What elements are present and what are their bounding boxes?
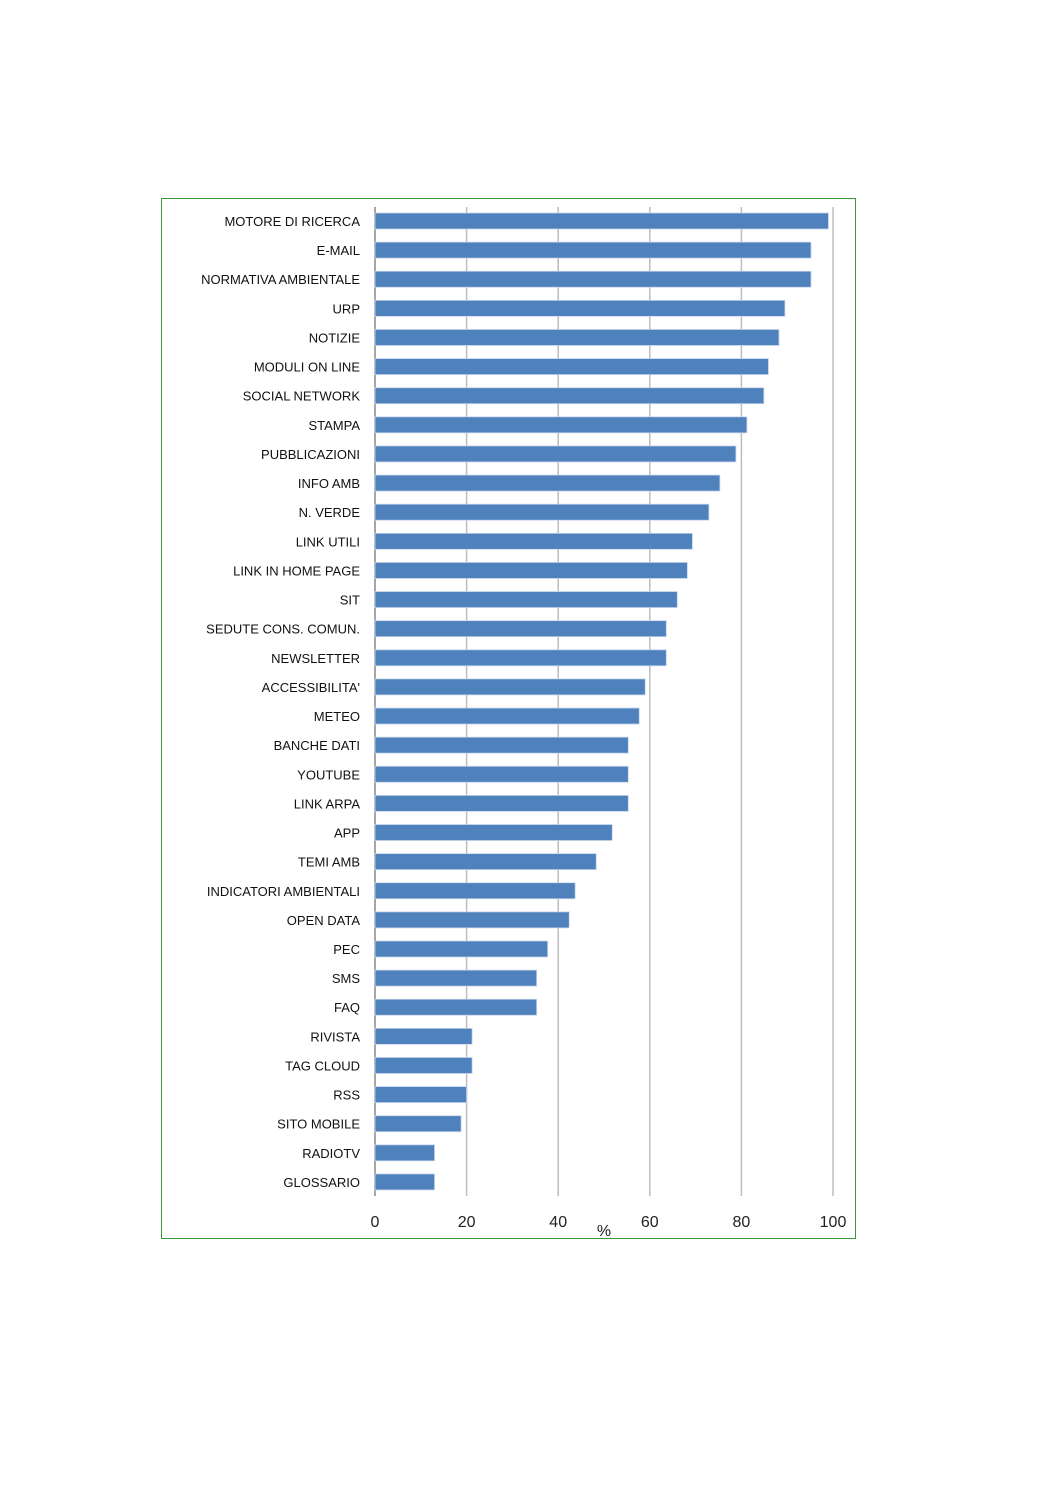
x-tick-label: 100 [820,1214,847,1231]
category-label: ACCESSIBILITA' [262,680,360,695]
category-label: METEO [314,709,360,724]
category-label: LINK IN HOME PAGE [233,563,360,578]
bar [374,1027,473,1045]
bar [374,445,737,463]
category-label: MODULI ON LINE [254,360,361,375]
bar [374,1086,467,1103]
category-label: PEC [333,942,360,957]
category-label: LINK ARPA [294,796,361,811]
x-tick-label: 20 [458,1214,476,1231]
bar [374,824,613,841]
bar [374,562,688,579]
bar [374,358,769,376]
bar [374,329,780,346]
bar [374,1115,462,1133]
category-label: INDICATORI AMBIENTALI [207,884,360,899]
category-label: SOCIAL NETWORK [243,389,361,404]
bar [374,998,538,1016]
category-label: URP [333,301,360,316]
category-label: SIT [340,593,360,608]
bar [374,707,640,725]
category-label: PUBBLICAZIONI [261,447,360,462]
bar [374,911,570,929]
category-label: RADIOTV [302,1146,360,1161]
category-label: INFO AMB [298,476,360,491]
bar [374,241,812,259]
bar [374,940,549,958]
category-label: NORMATIVA AMBIENTALE [201,272,360,287]
category-label: YOUTUBE [297,767,360,782]
x-axis-label: % [597,1223,611,1240]
category-label: BANCHE DATI [274,738,360,753]
category-label: E-MAIL [317,243,360,258]
bar [374,212,829,230]
category-label: RSS [333,1088,360,1103]
bar [374,1144,435,1162]
x-tick-label: 40 [549,1214,567,1231]
category-label: TEMI AMB [298,855,360,870]
category-label: FAQ [334,1000,360,1015]
chart-frame [161,198,856,1239]
bar [374,649,667,667]
bar [374,532,693,550]
bar [374,591,678,608]
x-tick-label: 0 [371,1214,380,1231]
category-label: N. VERDE [299,505,361,520]
bar [374,795,629,812]
x-tick-label: 60 [641,1214,659,1231]
bar [374,1173,435,1191]
bar [374,387,765,405]
category-label: RIVISTA [310,1029,360,1044]
category-label: SMS [332,971,361,986]
category-label: OPEN DATA [287,913,361,928]
bar [374,503,710,521]
bar [374,736,629,754]
category-label: TAG CLOUD [285,1058,360,1073]
category-label: MOTORE DI RICERCA [224,214,360,229]
bar [374,299,786,317]
category-label: APP [334,826,360,841]
category-label: GLOSSARIO [283,1175,360,1190]
bar [374,620,667,638]
category-label: SITO MOBILE [277,1117,360,1132]
bar [374,853,597,871]
bar [374,969,538,987]
bar [374,882,576,900]
category-label: NOTIZIE [309,330,361,345]
category-label: SEDUTE CONS. COMUN. [206,622,360,637]
bar [374,678,646,696]
bar [374,416,748,434]
x-tick-label: 80 [733,1214,751,1231]
bar [374,474,721,492]
bar [374,270,812,288]
bar [374,765,629,783]
category-label: STAMPA [308,418,360,433]
category-label: LINK UTILI [296,534,360,549]
category-label: NEWSLETTER [271,651,360,666]
bar [374,1057,473,1074]
